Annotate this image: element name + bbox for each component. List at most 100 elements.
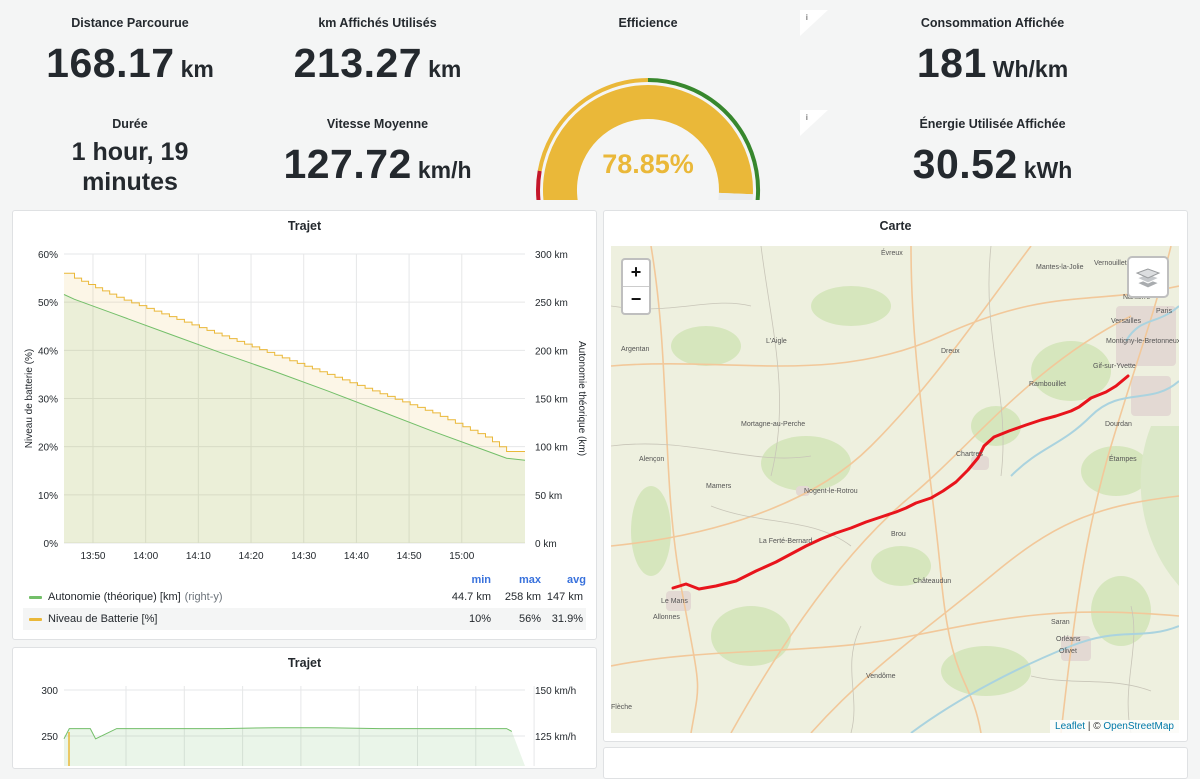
stat-energy: Énergie Utilisée Affichée 30.52 kWh [885,117,1100,188]
road [650,246,699,733]
y2-tick-label: 300 km [535,250,568,261]
map-place-label: Versailles [1111,318,1141,325]
map-place-label: Chartres [956,451,983,458]
legend-avg: 147 km [546,591,583,603]
stat-label: Distance Parcourue [71,16,189,30]
y-tick-label: 250 [41,732,58,743]
map-place-label: L'Aigle [766,338,787,345]
stat-unit: Wh/km [992,56,1069,82]
y2-tick-label: 100 km [535,443,568,454]
gauge-threshold-arc [647,78,761,200]
map-place-label: Olivet [1059,648,1077,655]
stat-unit: km [180,56,214,82]
x-tick-label: 14:40 [344,551,369,562]
info-corner-icon[interactable]: i [800,10,828,36]
legend-row[interactable]: Niveau de Batterie [%] 10% 56% 31.9% [23,608,586,630]
minor-road [710,505,852,547]
map-place-label: Allonnes [653,614,680,621]
stat-value: 213.27 [293,40,423,86]
layers-icon [1135,268,1161,289]
gauge-value-text: 78.85% [602,149,694,179]
info-corner-icon[interactable]: i [800,110,828,136]
x-tick-label: 14:10 [186,551,211,562]
map-place-label: Brou [891,531,906,538]
panel-title: Trajet [287,656,322,670]
legend-swatch [29,618,42,621]
legend-series-axis: (right-y) [184,591,223,603]
map-place-label: Le Mans [661,598,688,605]
legend-max: 258 km [504,591,541,603]
map-view[interactable]: ÉvreuxMantes-la-JolieVernouilletParisNan… [611,246,1179,733]
y2-tick-label: 200 km [535,346,568,357]
forest-area [671,326,741,366]
park-area [1140,426,1179,586]
legend-max: 56% [518,613,541,625]
stat-value-line1: 1 hour, 19 [71,138,189,166]
minor-road [1127,605,1135,733]
speed-area [64,727,525,766]
x-tick-label: 13:50 [80,551,105,562]
speed-chart-panel: Trajet 300 150 km/h 250 125 km/h [12,647,597,769]
y-tick-label: 10% [38,491,58,502]
minor-road [850,625,862,733]
legend-series-name: Niveau de Batterie [%] [48,613,158,625]
urban-area [1131,376,1171,416]
gauge-threshold-arc [537,78,649,172]
river [1125,305,1179,342]
battery-area [64,273,525,543]
legend-row[interactable]: Autonomie (théorique) [km] (right-y) 44.7… [23,586,586,608]
zoom-out-button[interactable]: − [623,286,649,313]
map-place-label: Mortagne-au-Perche [741,421,806,428]
zoom-in-button[interactable]: + [630,262,642,282]
map-place-label: Rambouillet [1029,381,1066,388]
y2-tick-label: 50 km [535,491,562,502]
y-tick-label: 30% [38,395,58,406]
layers-button[interactable] [1127,256,1169,298]
minor-road [611,443,812,459]
y-tick-label: 40% [38,346,58,357]
stat-label: Consommation Affichée [920,16,1065,30]
gauge-threshold-arc [536,170,542,200]
legend-header-max[interactable]: max [518,574,541,586]
map-background [611,246,1179,733]
map-place-label: Vernouillet [1094,260,1127,267]
trip-chart[interactable]: 0% 0 km 10% 50 km 20% 100 km 30% 150 km 40% 200 k… [13,239,596,569]
stat-value-line2: minutes [82,168,178,196]
road [611,611,1179,667]
x-tick-label: 14:30 [291,551,316,562]
stat-value: 30.52 [912,141,1018,187]
map-place-label: Vendôme [866,673,896,680]
stat-value: 181 [916,40,987,86]
forest-area [761,436,851,491]
y-tick-label: 50% [38,298,58,309]
forest-area [871,546,931,586]
battery-line [64,272,525,452]
legend-swatch [29,596,42,599]
forest-area [941,646,1031,696]
stat-unit: km [428,56,462,82]
map-place-label: Saran [1051,619,1070,626]
road [611,246,1032,547]
road [810,495,1179,733]
road [611,285,1179,367]
stat-unit: kWh [1023,157,1073,183]
leaflet-link[interactable]: Leaflet [1055,721,1086,732]
minor-road [988,246,1004,477]
speed-chart[interactable]: 300 150 km/h 250 125 km/h [13,676,596,766]
map-place-label: Dreux [941,348,960,355]
stat-distance: Distance Parcourue 168.17 km [25,16,235,87]
legend-series-name: Autonomie (théorique) [km] [48,591,181,603]
legend-header-avg[interactable]: avg [567,574,586,586]
stat-value: 168.17 [46,40,175,86]
gauge-label: Efficience [618,16,678,30]
speed-line [63,727,513,740]
map-place-label: Dourdan [1105,421,1132,428]
route-line [671,374,1130,591]
stat-label: km Affichés Utilisés [318,16,437,30]
map-panel: Carte Évreux Mantes-la-Jolie Vernouillet Pa… [603,210,1188,742]
gauge-value-arc [542,85,753,200]
panel-title: Carte [879,219,912,233]
osm-link[interactable]: OpenStreetMap [1103,721,1174,732]
legend-header-min[interactable]: min [471,574,491,586]
y2-tick-label: 150 km/h [535,686,576,697]
